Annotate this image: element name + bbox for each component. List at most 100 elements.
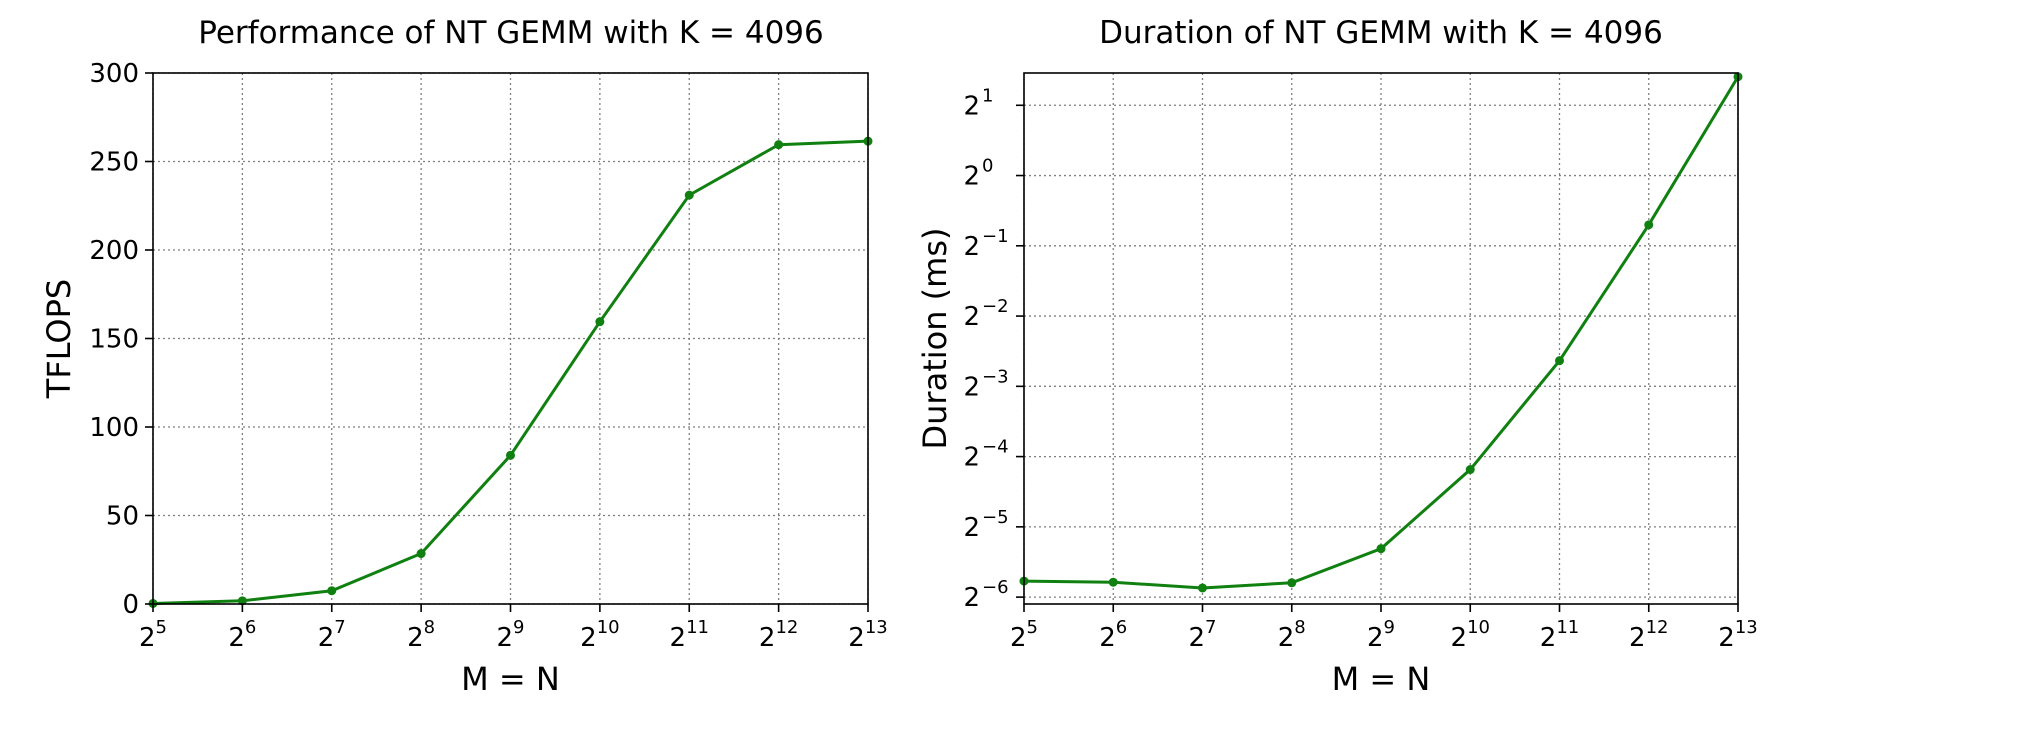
data-point — [1198, 583, 1207, 593]
x-tick-label: 29 — [1367, 617, 1395, 653]
x-tick-label-exp: 5 — [1027, 617, 1038, 638]
y-tick-label: 300 — [89, 59, 139, 89]
x-tick-label-exp: 6 — [1116, 617, 1127, 638]
y-tick-label-exp: −4 — [982, 437, 1009, 458]
x-tick-label-exp: 10 — [1467, 617, 1490, 638]
x-axis-label: M = N — [461, 660, 560, 698]
x-tick-label: 211 — [670, 617, 709, 653]
y-tick-label-base: 2 — [963, 513, 980, 543]
x-tick-label-exp: 12 — [775, 617, 798, 638]
x-tick-label-base: 2 — [1629, 623, 1646, 653]
y-tick-label-exp: 1 — [982, 85, 993, 106]
x-tick-label-exp: 7 — [1205, 617, 1216, 638]
x-tick-label-base: 2 — [1451, 623, 1468, 653]
data-point — [1465, 465, 1475, 475]
data-point — [684, 190, 694, 200]
data-point — [1287, 578, 1297, 588]
y-tick-label: 250 — [89, 148, 139, 178]
data-point — [595, 317, 605, 327]
y-tick-label: 2 — [963, 91, 980, 121]
y-tick-label-base: 2 — [963, 443, 980, 473]
x-tick-label: 28 — [407, 617, 435, 653]
y-tick-label: 150 — [89, 325, 139, 355]
y-axis-label: Duration (ms) — [916, 228, 954, 450]
y-tick-label-base: 2 — [963, 302, 980, 332]
x-tick-label-exp: 12 — [1646, 617, 1669, 638]
x-tick-label-exp: 8 — [1294, 617, 1305, 638]
x-tick-label-base: 2 — [848, 623, 865, 653]
chart-title: Duration of NT GEMM with K = 4096 — [1099, 15, 1663, 51]
x-tick-label: 28 — [1278, 617, 1306, 653]
data-point — [416, 549, 426, 559]
x-tick-label: 26 — [228, 617, 256, 653]
data-point — [1376, 544, 1386, 554]
x-tick-label-base: 2 — [1189, 623, 1206, 653]
y-tick-label-base: 2 — [963, 232, 980, 262]
x-tick-label-base: 2 — [1540, 623, 1557, 653]
y-tick-label-base: 2 — [963, 372, 980, 402]
y-tick-label: 2 — [963, 513, 980, 543]
x-tick-label-exp: 7 — [334, 617, 345, 638]
x-tick-label-exp: 13 — [1735, 617, 1758, 638]
y-tick-label-exp: −6 — [982, 577, 1009, 598]
y-axis-label: TFLOPS — [40, 279, 78, 399]
x-tick-label-base: 2 — [407, 623, 424, 653]
x-tick-label-base: 2 — [1278, 623, 1295, 653]
x-tick-label: 25 — [139, 617, 167, 653]
y-tick-label: 2 — [963, 583, 980, 613]
y-tick-label: 100 — [89, 413, 139, 443]
data-point — [1108, 577, 1118, 587]
x-tick-label: 210 — [1451, 617, 1490, 653]
x-tick-label-base: 2 — [497, 623, 514, 653]
x-tick-label-base: 2 — [670, 623, 687, 653]
x-tick-label: 26 — [1099, 617, 1127, 653]
y-tick-label: 200 — [89, 236, 139, 266]
data-point — [1644, 220, 1654, 230]
x-tick-label-exp: 9 — [1384, 617, 1395, 638]
data-point — [327, 586, 337, 596]
grid — [1023, 73, 1739, 604]
x-tick-label-base: 2 — [228, 623, 245, 653]
y-tick-label-exp: −5 — [982, 507, 1009, 528]
x-tick-label-exp: 8 — [424, 617, 435, 638]
x-tick-label-base: 2 — [1718, 623, 1735, 653]
x-tick-label-base: 2 — [139, 623, 156, 653]
x-tick-label: 27 — [1189, 617, 1217, 653]
x-tick-label: 212 — [1629, 617, 1668, 653]
x-tick-label: 213 — [848, 617, 887, 653]
x-tick-label-exp: 13 — [865, 617, 888, 638]
data-point — [774, 140, 784, 150]
data-point — [237, 596, 247, 606]
x-tick-label-exp: 10 — [597, 617, 620, 638]
x-tick-label: 210 — [580, 617, 619, 653]
y-tick-label: 50 — [106, 502, 139, 532]
x-tick-label: 211 — [1540, 617, 1579, 653]
x-tick-label-base: 2 — [318, 623, 335, 653]
y-tick-label-exp: −2 — [982, 296, 1009, 317]
data-point — [506, 450, 515, 460]
y-tick-label-exp: −1 — [982, 226, 1009, 247]
y-tick-label: 0 — [122, 590, 139, 620]
x-tick-label-base: 2 — [759, 623, 776, 653]
x-tick-label-base: 2 — [580, 623, 597, 653]
x-tick-label-exp: 11 — [1556, 617, 1579, 638]
x-tick-label-base: 2 — [1367, 623, 1384, 653]
y-tick-label-base: 2 — [963, 162, 980, 192]
x-tick-label: 213 — [1718, 617, 1757, 653]
chart-title: Performance of NT GEMM with K = 4096 — [198, 15, 824, 51]
y-tick-label: 2 — [963, 302, 980, 332]
x-tick-label: 212 — [759, 617, 798, 653]
y-tick-label-base: 2 — [963, 91, 980, 121]
x-axis-label: M = N — [1332, 660, 1431, 698]
x-tick-label-exp: 9 — [513, 617, 524, 638]
x-tick-label-base: 2 — [1010, 623, 1027, 653]
data-point — [1555, 356, 1564, 366]
x-tick-label-exp: 6 — [245, 617, 256, 638]
y-tick-label-base: 2 — [963, 583, 980, 613]
x-tick-label: 25 — [1010, 617, 1038, 653]
x-tick-label-base: 2 — [1099, 623, 1116, 653]
y-tick-label: 2 — [963, 443, 980, 473]
